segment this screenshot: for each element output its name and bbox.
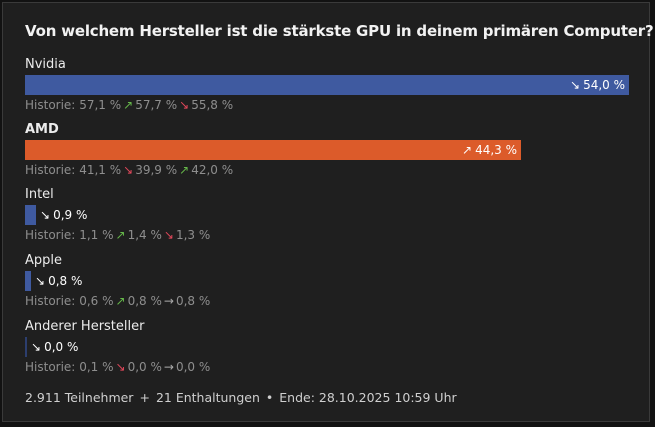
history-line: Historie: 41,1 % ↘ 39,9 % ↗ 42,0 % — [25, 161, 633, 179]
trend-up-icon: ↗ — [123, 98, 134, 112]
history-value: 1,3 % — [175, 228, 211, 242]
poll-option-other[interactable]: Anderer Hersteller ↘ 0,0 % Historie: 0,1 … — [25, 318, 633, 376]
poll-option-nvidia[interactable]: Nvidia ↘ 54,0 % Historie: 57,1 % ↗ 57,7 % ↘ 5… — [25, 56, 633, 114]
trend-up-icon: ↗ — [462, 143, 473, 157]
result-bar — [25, 75, 629, 95]
trend-down-icon: ↘ — [123, 163, 134, 177]
history-value: 42,0 % — [191, 163, 234, 177]
history-value: 1,4 % — [127, 228, 162, 242]
history-line: Historie: 0,6 % ↗ 0,8 % → 0,8 % — [25, 292, 633, 310]
footer-separator: • — [265, 390, 274, 405]
option-label: Intel — [25, 187, 54, 202]
bar-value: ↘ 0,8 % — [35, 271, 82, 291]
footer-separator: + — [139, 390, 150, 405]
poll-option-intel[interactable]: Intel ↘ 0,9 % Historie: 1,1 % ↗ 1,4 % ↘ 1,3 % — [25, 186, 633, 244]
poll-option-apple[interactable]: Apple ↘ 0,8 % Historie: 0,6 % ↗ 0,8 % → 0,8 % — [25, 252, 633, 310]
trend-up-icon: ↗ — [115, 228, 126, 242]
history-value: 0,0 % — [127, 360, 162, 374]
history-value: 39,9 % — [135, 163, 178, 177]
history-value: 0,8 % — [175, 294, 211, 308]
option-bar-row: ↘ 0,0 % — [25, 337, 633, 357]
option-bar-row: ↘ 54,0 % — [25, 75, 633, 95]
trend-down-icon: ↘ — [163, 228, 174, 242]
history-value: 1,1 % — [79, 228, 114, 242]
result-bar — [25, 337, 27, 357]
poll-end-date: Ende: 28.10.2025 10:59 Uhr — [279, 390, 457, 405]
trend-down-icon: ↘ — [179, 98, 190, 112]
trend-flat-icon: → — [163, 360, 174, 374]
history-label: Historie: — [25, 294, 76, 308]
result-bar — [25, 205, 36, 225]
participants-count: 2.911 Teilnehmer — [25, 390, 134, 405]
bar-value: ↘ 0,0 % — [31, 337, 78, 357]
trend-down-icon: ↘ — [570, 78, 581, 92]
bar-value: ↗ 44,3 % — [25, 140, 521, 160]
bar-value: ↘ 0,9 % — [40, 205, 87, 225]
history-line: Historie: 1,1 % ↗ 1,4 % ↘ 1,3 % — [25, 226, 633, 244]
option-bar-row: ↘ 0,8 % — [25, 271, 633, 291]
trend-down-icon: ↘ — [35, 274, 46, 288]
trend-up-icon: ↗ — [179, 163, 190, 177]
history-value: 0,8 % — [127, 294, 162, 308]
poll-card: Von welchem Hersteller ist die stärkste … — [2, 2, 654, 422]
option-label: Anderer Hersteller — [25, 319, 145, 334]
history-label: Historie: — [25, 360, 76, 374]
history-value: 41,1 % — [79, 163, 122, 177]
history-label: Historie: — [25, 163, 76, 177]
history-value: 0,0 % — [175, 360, 211, 374]
history-value: 57,1 % — [79, 98, 122, 112]
poll-option-amd[interactable]: AMD ↗ 44,3 % Historie: 41,1 % ↘ 39,9 % ↗ 42,0… — [25, 121, 633, 179]
percent-text: 54,0 % — [583, 78, 625, 92]
history-label: Historie: — [25, 228, 76, 242]
percent-text: 0,9 % — [53, 208, 88, 222]
trend-down-icon: ↘ — [40, 208, 51, 222]
option-bar-row: ↗ 44,3 % — [25, 140, 633, 160]
trend-down-icon: ↘ — [115, 360, 126, 374]
history-label: Historie: — [25, 98, 76, 112]
history-value: 55,8 % — [191, 98, 234, 112]
option-bar-row: ↘ 0,9 % — [25, 205, 633, 225]
history-line: Historie: 57,1 % ↗ 57,7 % ↘ 55,8 % — [25, 96, 633, 114]
percent-text: 0,8 % — [48, 274, 83, 288]
abstentions-count: 21 Enthaltungen — [155, 390, 260, 405]
trend-up-icon: ↗ — [115, 294, 126, 308]
poll-question: Von welchem Hersteller ist die stärkste … — [25, 22, 654, 40]
percent-text: 0,0 % — [44, 340, 79, 354]
trend-down-icon: ↘ — [31, 340, 42, 354]
history-value: 0,1 % — [79, 360, 114, 374]
percent-text: 44,3 % — [475, 143, 517, 157]
history-value: 57,7 % — [135, 98, 178, 112]
bar-value: ↘ 54,0 % — [25, 75, 629, 95]
option-label: AMD — [25, 122, 59, 137]
option-label: Apple — [25, 253, 63, 268]
history-value: 0,6 % — [79, 294, 114, 308]
poll-footer: 2.911 Teilnehmer +21 Enthaltungen • Ende: 2… — [25, 390, 457, 405]
trend-flat-icon: → — [163, 294, 174, 308]
option-label: Nvidia — [25, 57, 66, 72]
result-bar — [25, 140, 521, 160]
result-bar — [25, 271, 31, 291]
history-line: Historie: 0,1 % ↘ 0,0 % → 0,0 % — [25, 358, 633, 376]
